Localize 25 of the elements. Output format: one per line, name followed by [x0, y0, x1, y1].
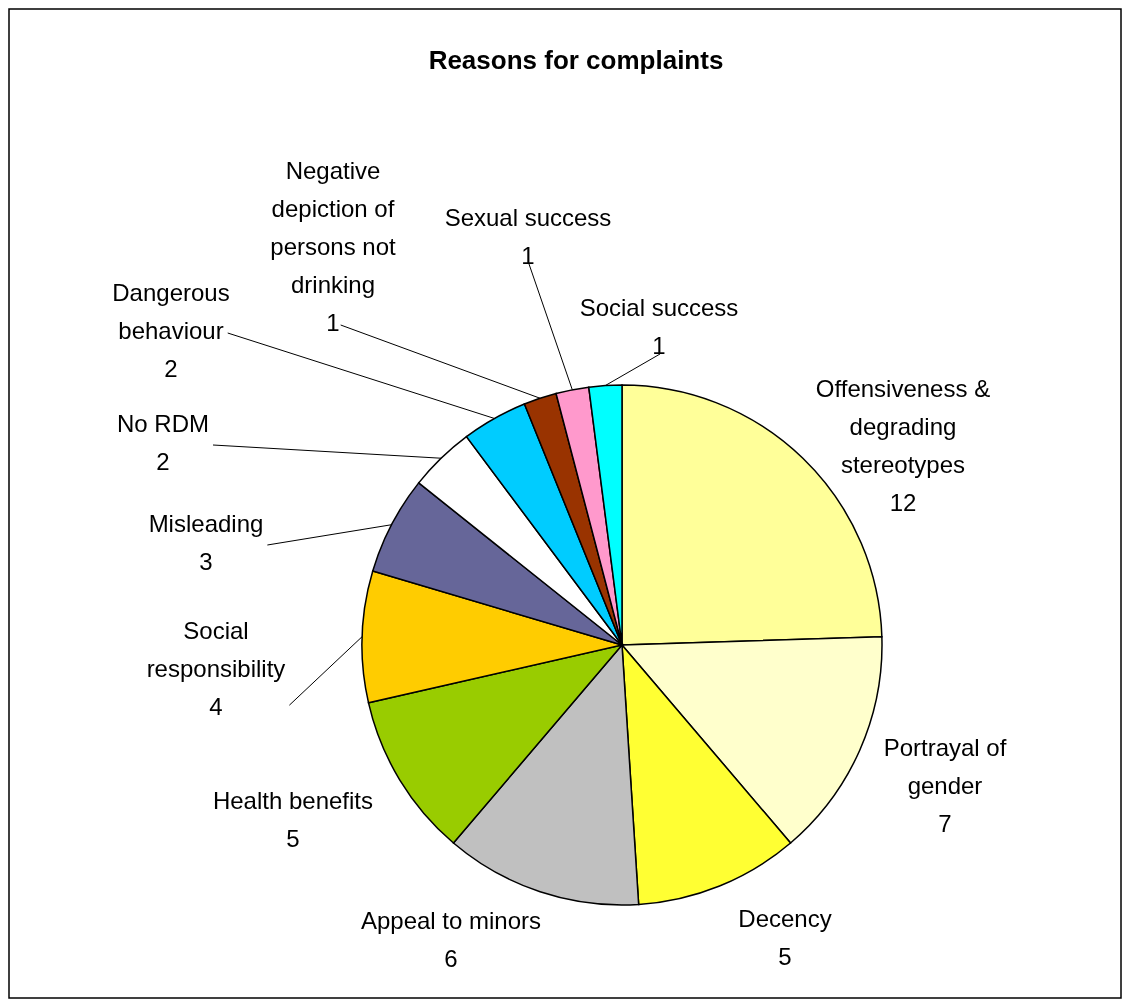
- data-label: 6: [444, 945, 458, 973]
- slice-label: Offensiveness & degrading stereotypes: [815, 375, 991, 479]
- data-label: 4: [209, 693, 223, 721]
- slice-label: Portrayal of gender: [883, 734, 1007, 800]
- slice-label: Decency: [738, 905, 832, 933]
- data-label: 12: [889, 489, 917, 517]
- data-label: 2: [164, 355, 178, 383]
- data-label: 1: [652, 332, 666, 360]
- data-label: 5: [778, 943, 792, 971]
- slice-label: Health benefits: [212, 787, 374, 815]
- slice-label: No RDM: [116, 410, 210, 438]
- slice-label: Sexual success: [444, 204, 612, 232]
- data-label: 1: [521, 242, 535, 270]
- data-label: 3: [199, 548, 213, 576]
- chart-title: Reasons for complaints: [428, 44, 724, 75]
- data-label: 7: [938, 810, 952, 838]
- slice-label: Negative depiction of persons not drinking: [270, 157, 397, 299]
- data-label: 5: [286, 825, 300, 853]
- slice-label: Appeal to minors: [360, 907, 542, 935]
- slice-label: Social success: [579, 294, 739, 322]
- slice-label: Social responsibility: [146, 617, 286, 683]
- slice-label: Misleading: [148, 510, 264, 538]
- slice-label: Dangerous behaviour: [112, 279, 230, 345]
- data-label: 2: [156, 448, 170, 476]
- data-label: 1: [326, 309, 340, 337]
